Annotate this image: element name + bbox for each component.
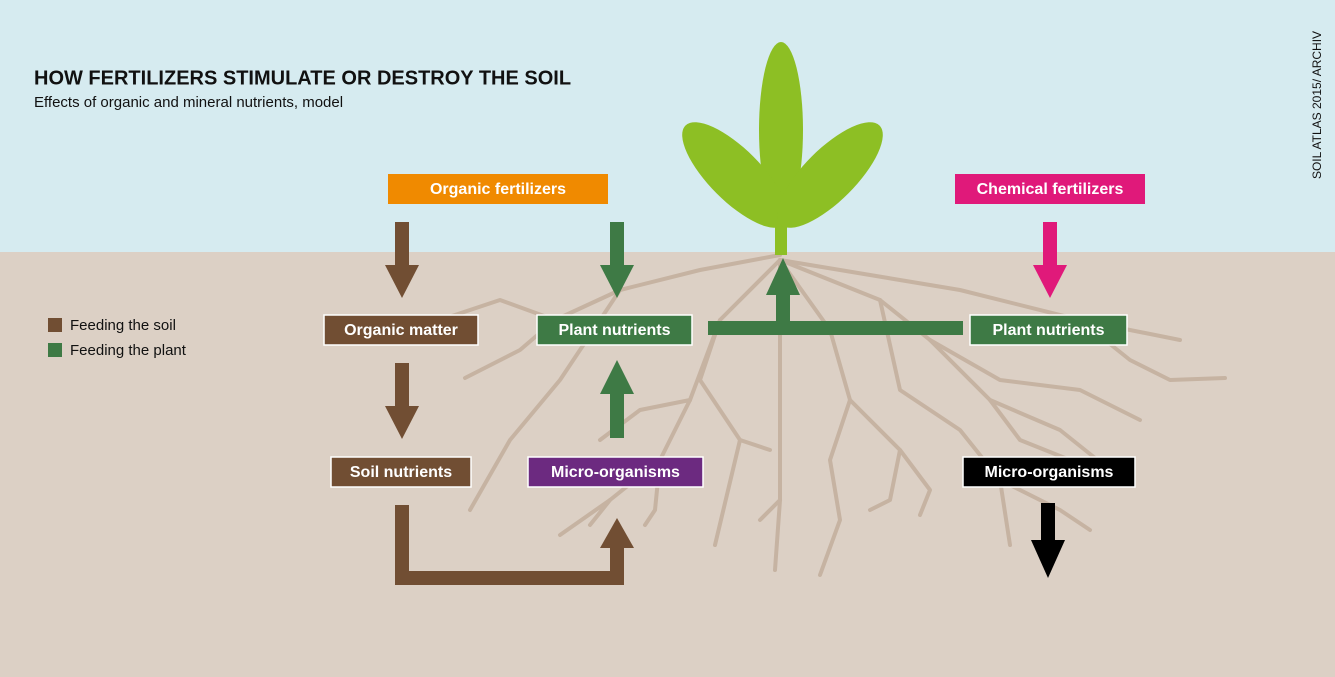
node-label: Plant nutrients	[992, 322, 1104, 339]
sky	[0, 0, 1335, 252]
node-label: Plant nutrients	[558, 322, 670, 339]
title: HOW FERTILIZERS STIMULATE OR DESTROY THE…	[34, 67, 571, 89]
diagram: HOW FERTILIZERS STIMULATE OR DESTROY THE…	[0, 0, 1335, 677]
node-label: Micro-organisms	[985, 464, 1114, 481]
node-label: Chemical fertilizers	[977, 181, 1124, 198]
subtitle: Effects of organic and mineral nutrients…	[34, 94, 343, 111]
node-label: Organic fertilizers	[430, 181, 566, 198]
node-label: Micro-organisms	[551, 464, 680, 481]
node-label: Soil nutrients	[350, 464, 452, 481]
credit: SOIL ATLAS 2015/ ARCHIV	[1310, 31, 1324, 179]
legend-swatch	[48, 318, 62, 332]
legend-label: Feeding the plant	[70, 342, 187, 359]
legend-label: Feeding the soil	[70, 317, 176, 334]
node-label: Organic matter	[344, 322, 458, 339]
legend-swatch	[48, 343, 62, 357]
